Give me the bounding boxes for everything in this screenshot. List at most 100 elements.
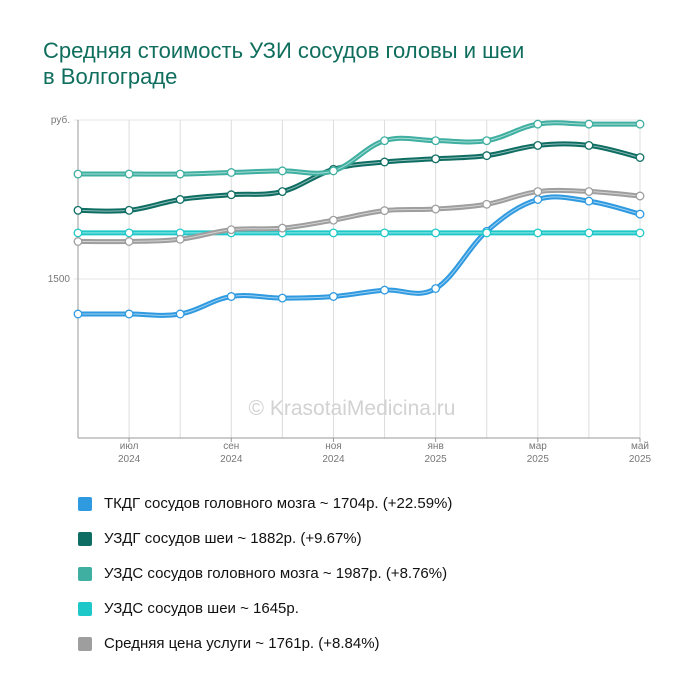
x-tick-label-month: июл <box>120 441 139 452</box>
data-point <box>533 119 543 129</box>
data-point <box>482 228 492 238</box>
data-point <box>584 196 594 206</box>
legend-swatch <box>78 496 92 511</box>
data-point <box>124 228 134 238</box>
data-point <box>226 225 236 235</box>
data-point <box>124 309 134 319</box>
data-point <box>482 151 492 161</box>
series-5 <box>73 187 645 246</box>
data-point <box>431 136 441 146</box>
data-point <box>329 166 338 176</box>
y-tick-label: руб. <box>51 114 70 126</box>
data-point <box>277 166 287 176</box>
data-point <box>584 119 594 129</box>
data-point <box>431 154 441 164</box>
data-point <box>533 140 543 150</box>
series-line-highlight <box>77 143 641 212</box>
data-point <box>431 284 441 293</box>
x-tick-label-month: мар <box>529 441 547 452</box>
data-point <box>533 228 543 238</box>
data-point <box>635 153 645 162</box>
y-tick-label: 1500 <box>48 274 71 285</box>
x-tick-label-month: май <box>631 441 649 452</box>
price-chart: 1500 руб. июл 2024 сен 2024 ноя 2024 янв 2025 мар 2… <box>48 114 652 465</box>
series-4 <box>73 228 645 238</box>
data-point <box>175 234 185 244</box>
data-point <box>431 228 441 238</box>
data-point <box>329 292 338 301</box>
data-point <box>73 205 83 215</box>
series-3 <box>73 119 645 179</box>
series-line-highlight <box>78 122 640 175</box>
data-point <box>277 187 287 196</box>
data-point <box>635 228 645 238</box>
legend-swatch <box>78 601 92 616</box>
x-tick-label-month: сен <box>223 441 239 452</box>
legend-item-uzds-brain[interactable]: УЗДС сосудов головного мозга ~ 1987р. (+… <box>78 556 452 591</box>
data-point <box>73 309 83 319</box>
data-point <box>175 195 185 204</box>
grid <box>74 119 641 438</box>
legend: ТКДГ сосудов головного мозга ~ 1704р. (+… <box>78 486 452 661</box>
legend-swatch <box>78 636 92 651</box>
data-point <box>329 228 338 238</box>
data-point <box>635 191 645 201</box>
data-point <box>584 187 594 196</box>
data-point <box>533 187 543 196</box>
data-point <box>175 309 185 319</box>
data-point <box>73 237 83 246</box>
legend-swatch <box>78 566 92 581</box>
data-point <box>584 140 594 150</box>
data-point <box>380 136 389 146</box>
series-line-highlight <box>77 189 641 243</box>
data-point <box>482 136 492 146</box>
chart-title: Средняя стоимость УЗИ сосудов головы и ш… <box>43 38 663 90</box>
legend-label: ТКДГ сосудов головного мозга ~ 1704р. (+… <box>104 495 453 512</box>
x-tick-label-year: 2025 <box>425 454 448 465</box>
legend-label: УЗДС сосудов головного мозга ~ 1987р. (+… <box>104 565 448 582</box>
legend-label: УЗДС сосудов шеи ~ 1645р. <box>104 600 299 617</box>
data-point <box>226 190 236 200</box>
x-tick-label-year: 2024 <box>118 454 141 465</box>
series-lines <box>73 119 645 319</box>
watermark: © KrasotaiMedicina.ru <box>249 397 456 420</box>
data-point <box>482 199 492 209</box>
legend-item-uzdg-neck[interactable]: УЗДГ сосудов шеи ~ 1882р. (+9.67%) <box>78 521 452 556</box>
legend-swatch <box>78 531 92 546</box>
x-tick-label-year: 2025 <box>527 454 550 465</box>
data-point <box>380 285 389 295</box>
data-point <box>380 157 389 167</box>
legend-item-uzds-neck[interactable]: УЗДС сосудов шеи ~ 1645р. <box>78 591 452 626</box>
data-point <box>431 204 441 214</box>
axes: 1500 руб. июл 2024 сен 2024 ноя 2024 янв 2025 мар 2… <box>48 114 652 465</box>
data-point <box>226 292 236 301</box>
x-tick-label-year: 2024 <box>220 454 243 465</box>
data-point <box>329 215 338 225</box>
data-point <box>277 293 287 303</box>
legend-label: Средняя цена услуги ~ 1761р. (+8.84%) <box>104 635 380 652</box>
data-point <box>635 119 645 129</box>
x-tick-label-month: ноя <box>325 441 342 452</box>
data-point <box>124 237 134 246</box>
x-tick-label-month: янв <box>428 441 444 452</box>
x-tick-label-year: 2024 <box>322 454 345 465</box>
legend-label: УЗДГ сосудов шеи ~ 1882р. (+9.67%) <box>104 530 362 547</box>
series-2 <box>73 140 645 215</box>
data-point <box>175 169 185 179</box>
data-point <box>124 205 134 215</box>
data-point <box>533 195 543 204</box>
chart-title-line-1: Средняя стоимость УЗИ сосудов головы и ш… <box>43 38 525 63</box>
data-point <box>380 206 389 216</box>
data-point <box>73 169 83 179</box>
data-point <box>380 228 389 238</box>
data-point <box>277 223 287 233</box>
data-point <box>635 209 645 219</box>
chart-title-line-2: в Волгограде <box>43 64 178 89</box>
data-point <box>124 169 134 179</box>
data-point <box>226 168 236 177</box>
data-point <box>584 228 594 238</box>
data-point <box>73 228 83 238</box>
x-tick-label-year: 2025 <box>629 454 652 465</box>
legend-item-tkdg[interactable]: ТКДГ сосудов головного мозга ~ 1704р. (+… <box>78 486 452 521</box>
legend-item-average[interactable]: Средняя цена услуги ~ 1761р. (+8.84%) <box>78 626 452 661</box>
